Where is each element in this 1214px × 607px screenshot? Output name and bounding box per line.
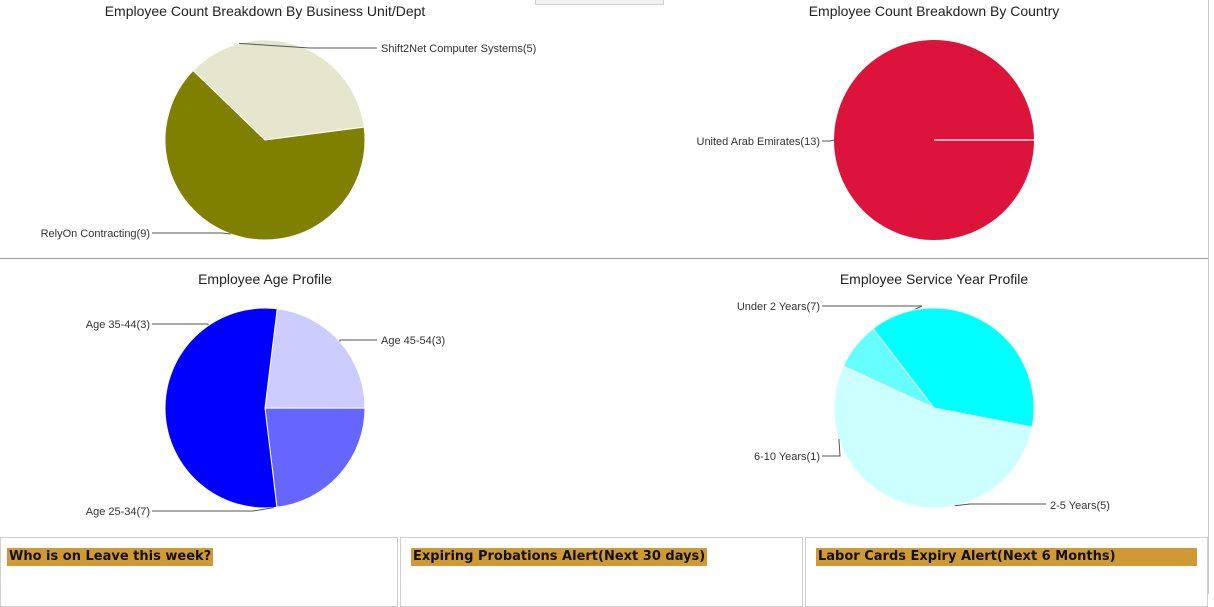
pie-leader-line	[239, 42, 377, 49]
charts-canvas: Employee Count Breakdown By Business Uni…	[41, 3, 1110, 518]
section-divider	[0, 258, 1208, 259]
chart-title-business-unit: Employee Count Breakdown By Business Uni…	[105, 3, 426, 19]
pie-slice-label: United Arab Emirates(13)	[697, 136, 821, 148]
pie-slice[interactable]	[264, 308, 366, 409]
chart-title-age: Employee Age Profile	[198, 271, 332, 287]
panel-header-leave: Who is on Leave this week?	[7, 548, 214, 566]
pie-slice[interactable]	[164, 70, 366, 241]
pie-leader-line	[954, 503, 1046, 507]
chart-title-country: Employee Count Breakdown By Country	[809, 3, 1060, 19]
pie-slice[interactable]	[164, 307, 278, 509]
pie-leader-line	[339, 339, 377, 342]
pie-leader-line	[822, 438, 841, 457]
pie-slice[interactable]	[833, 365, 1033, 509]
pie-slice-label: 6-10 Years(1)	[754, 451, 820, 463]
pie-leader-line	[152, 232, 231, 235]
pie-slice-label: Age 45-54(3)	[381, 335, 445, 347]
pie-slice-label: Age 25-34(7)	[86, 506, 150, 518]
panel-leave: Who is on Leave this week?	[0, 537, 398, 607]
pie-slice[interactable]	[264, 407, 366, 508]
right-border	[1208, 0, 1209, 594]
pie-leader-line	[152, 323, 209, 326]
pie-slice[interactable]	[872, 307, 1035, 428]
pie-slice-label: Shift2Net Computer Systems(5)	[381, 43, 536, 55]
panel-labor-cards: Labor Cards Expiry Alert(Next 6 Months)	[805, 537, 1208, 607]
pie-leader-line	[822, 305, 923, 311]
panel-probations: Expiring Probations Alert(Next 30 days)	[400, 537, 803, 607]
pie-slice-label: 2-5 Years(5)	[1050, 500, 1110, 512]
pie-slice[interactable]	[192, 39, 365, 141]
pie-slice-label: Age 35-44(3)	[86, 319, 150, 331]
top-tab-stub[interactable]	[535, 0, 664, 5]
pie-slice-label: RelyOn Contracting(9)	[41, 228, 150, 240]
chart-title-service: Employee Service Year Profile	[840, 271, 1029, 287]
pie-leader-line	[152, 507, 274, 512]
pie-slice-label: Under 2 Years(7)	[737, 301, 820, 313]
pie-leader-line	[822, 139, 835, 142]
panel-header-labor-cards: Labor Cards Expiry Alert(Next 6 Months)	[816, 548, 1197, 566]
panel-header-probations: Expiring Probations Alert(Next 30 days)	[411, 548, 708, 566]
